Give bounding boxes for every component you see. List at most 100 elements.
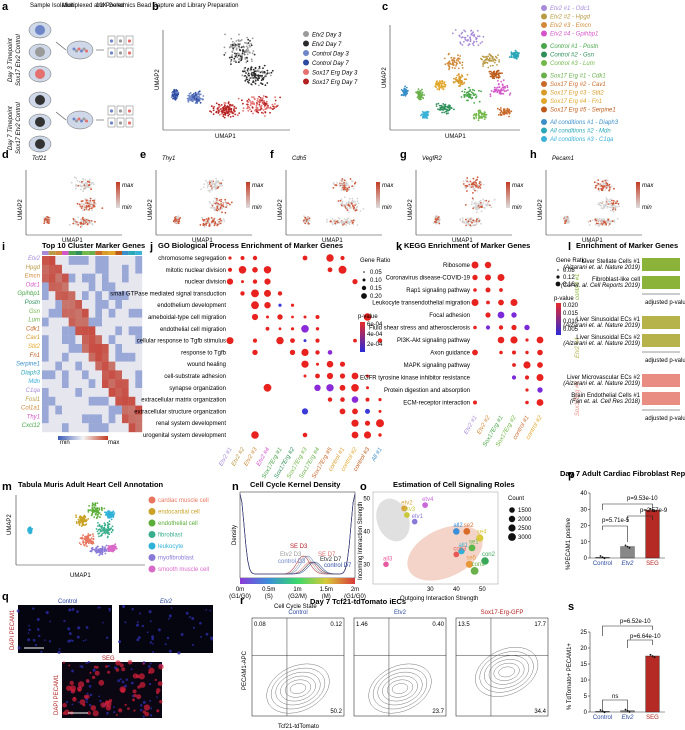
b-cell (237, 54, 240, 57)
i-heat-cell (68, 326, 76, 336)
i-heat-cell (102, 308, 109, 318)
m-legend-swatch (148, 508, 156, 515)
feature-cell (467, 217, 469, 220)
b-cell (223, 54, 226, 56)
feature-cell (601, 207, 604, 210)
i-heat-cell (68, 291, 76, 301)
k-dot (536, 336, 544, 344)
feature-cell (81, 200, 84, 202)
r-quadrant-lr: 50.2 (330, 709, 342, 715)
feature-cell (465, 223, 468, 226)
q-nucleus (43, 639, 46, 641)
i-heat-cell (55, 361, 63, 371)
i-heat-cell (128, 344, 136, 353)
i-heat-cell (88, 291, 96, 301)
o-ytick: 30 (363, 562, 370, 568)
b-cell (224, 33, 226, 36)
feature-cell (345, 203, 347, 206)
i-heat-cell (48, 370, 56, 380)
feature-cell (80, 188, 82, 191)
i-heat-cell (128, 370, 136, 380)
m-cell (115, 547, 118, 550)
feature-cell (202, 218, 204, 221)
feature-cell (216, 187, 219, 190)
b-cell (262, 112, 265, 115)
i-heat-cell (62, 308, 69, 318)
feature-cell (331, 218, 334, 220)
b-cell (247, 101, 250, 103)
i-heat-cell (88, 256, 96, 265)
p-pval: p=2.57e-9 (640, 508, 668, 514)
c-cell (435, 105, 438, 107)
b-cell (251, 77, 254, 80)
feature-cell (86, 180, 89, 183)
i-gene-label: Stit2 (28, 344, 41, 350)
q-nucleus (168, 614, 172, 618)
feature-cell (332, 187, 335, 189)
b-cell (218, 109, 220, 112)
i-gene-label: Etv2 (28, 256, 41, 262)
feature-cell (213, 218, 216, 220)
c-cell (479, 42, 482, 45)
feature-cell (347, 184, 350, 187)
bead-tube (116, 117, 125, 128)
feature-cell (482, 183, 485, 186)
k-dot (486, 300, 490, 305)
i-heat-cell (62, 256, 69, 265)
bar-point (626, 709, 629, 712)
bar-point (626, 545, 629, 548)
feature-cell (214, 222, 217, 225)
j-term-label: chromosome segregation (158, 256, 226, 262)
feature-colorbar (246, 182, 250, 208)
i-heat-cell (95, 352, 103, 362)
feature-cell (481, 203, 484, 206)
k-term-label: Focal adhesion (429, 313, 470, 319)
i-heat-cell (68, 300, 76, 309)
q-nucleus (87, 660, 91, 664)
i-gene-label: Fn1 (30, 353, 40, 359)
b-cell (230, 37, 233, 40)
b-cell (220, 104, 222, 107)
j-term-label: endothelium development (157, 303, 226, 309)
n-phase: (G1/G0) (229, 594, 251, 600)
i-heat-cell (42, 379, 49, 389)
c-cell (420, 94, 423, 97)
c-cell (437, 102, 440, 105)
q-pecam1-signal (143, 704, 150, 711)
feature-cell (597, 203, 599, 206)
q-nucleus (136, 623, 139, 627)
c-cell (489, 95, 492, 97)
m-cell (95, 513, 97, 516)
q-pecam1-signal (92, 710, 99, 717)
feature-cell (563, 215, 566, 218)
feature-cell (213, 224, 216, 227)
feature-cell (44, 221, 47, 223)
j-dot (301, 408, 309, 415)
feature-cell (599, 184, 601, 187)
bar-ytick: 20 (580, 646, 587, 652)
feature-cell (598, 223, 601, 226)
feature-cell (210, 185, 213, 187)
i-heat-cell (48, 379, 56, 389)
m-legend-swatch (148, 531, 156, 538)
q-nucleus (68, 632, 72, 636)
feature-cell (343, 218, 346, 220)
i-heat-cell (42, 273, 49, 283)
c-cell (472, 114, 475, 117)
c-cell (489, 54, 492, 56)
c-cell (498, 60, 500, 63)
c-cell (495, 76, 498, 78)
feature-cell (345, 224, 347, 226)
c-cell (489, 65, 492, 67)
m-cell (107, 513, 110, 516)
k-term-label: Axon guidance (430, 351, 470, 357)
b-legend-label: Sox17 Erg Day 3 (312, 71, 358, 77)
feature-cell (341, 200, 344, 203)
i-heat-cell (122, 300, 129, 309)
i-heat-cell (55, 370, 63, 380)
feature-cell (46, 215, 49, 218)
m-cell (87, 533, 90, 535)
m-cell (101, 509, 103, 512)
b-cell (248, 79, 251, 82)
